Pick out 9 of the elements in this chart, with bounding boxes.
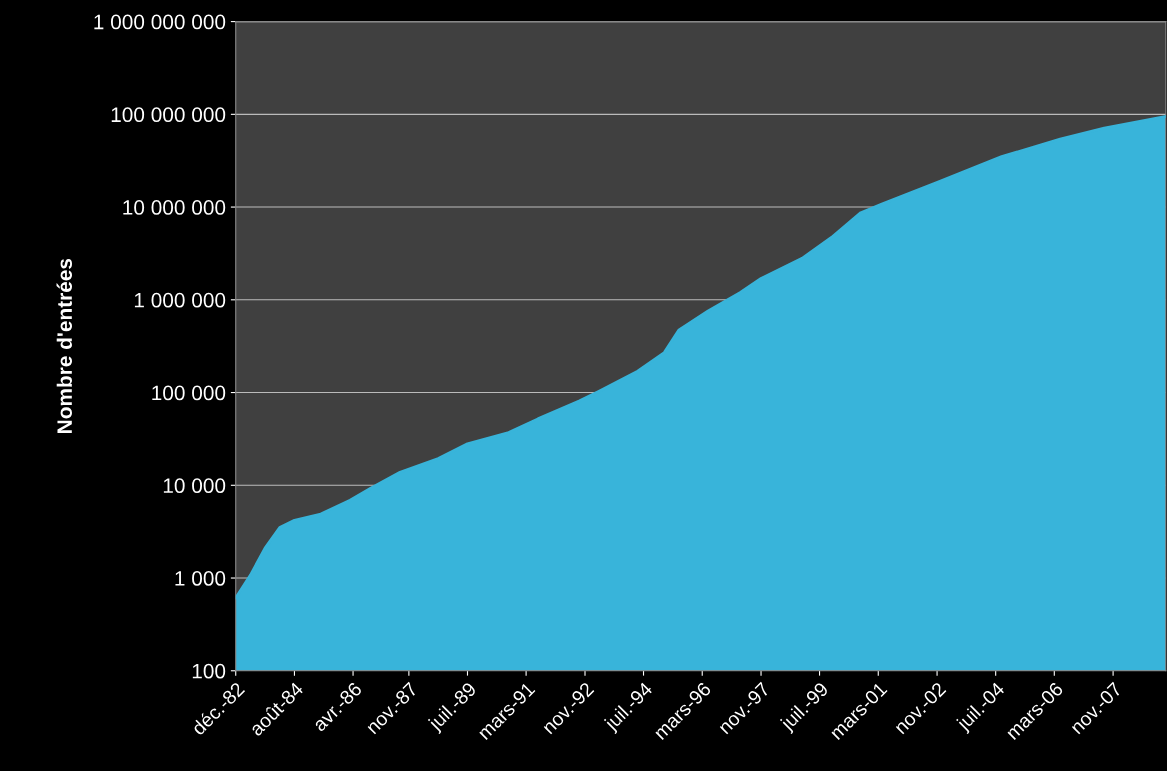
y-tick-label: 1 000 000 000: [94, 14, 226, 30]
y-tick-label: 1 000: [175, 571, 226, 586]
y-tick-label: 100 000 000: [111, 107, 226, 123]
y-axis-title: Nombre d'entrées: [56, 258, 73, 433]
y-tick-label: 10 000 000: [123, 200, 226, 215]
y-tick-label: 100: [192, 663, 226, 679]
y-tick-label: 1 000 000: [134, 292, 226, 308]
y-tick-label: 100 000: [152, 385, 226, 401]
y-tick-label: 10 000: [163, 478, 226, 494]
